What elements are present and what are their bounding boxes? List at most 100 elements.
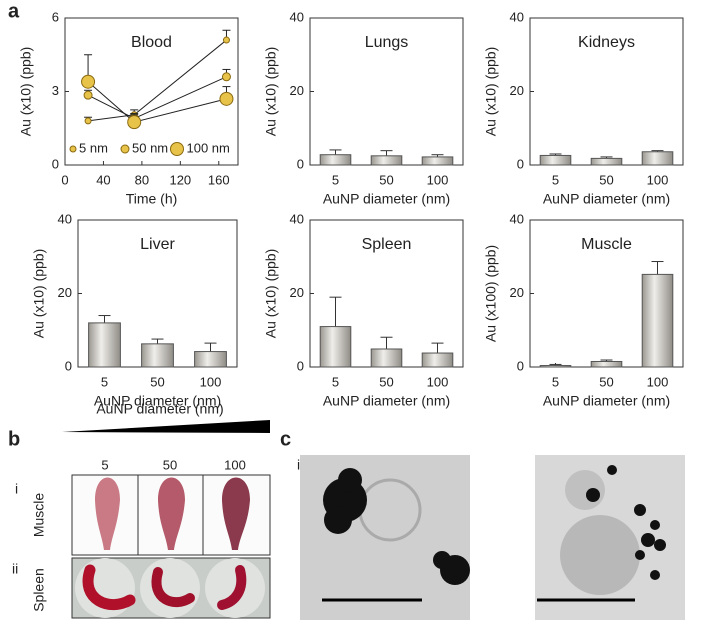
size-label: 50 bbox=[163, 457, 177, 472]
row-label: Spleen bbox=[31, 568, 47, 612]
x-axis-label: Time (h) bbox=[126, 191, 178, 207]
x-tick-label: 50 bbox=[599, 172, 613, 187]
legend-label: 5 nm bbox=[79, 140, 108, 155]
bar bbox=[319, 326, 352, 368]
bar bbox=[539, 154, 572, 166]
chart-title: Spleen bbox=[362, 236, 412, 253]
x-tick-label: 5 bbox=[101, 374, 108, 389]
y-tick-label: 40 bbox=[290, 9, 304, 24]
y-tick-label: 3 bbox=[52, 83, 59, 98]
x-tick-label: 5 bbox=[552, 172, 559, 187]
x-tick-label: 100 bbox=[427, 374, 449, 389]
bar bbox=[319, 154, 352, 166]
x-axis-label: AuNP diameter (nm) bbox=[543, 191, 670, 207]
header: AuNP diameter (nm) bbox=[96, 401, 223, 417]
x-tick-label: 120 bbox=[169, 172, 191, 187]
y-tick-label: 20 bbox=[290, 285, 304, 300]
y-axis-label: Au (x10) (ppb) bbox=[18, 47, 34, 136]
legend-label: 100 nm bbox=[187, 140, 230, 155]
x-tick-label: 5 bbox=[332, 374, 339, 389]
y-tick-label: 20 bbox=[290, 83, 304, 98]
y-axis-label: Au (x10) (ppb) bbox=[31, 249, 47, 338]
chart-title: Lungs bbox=[365, 34, 409, 51]
x-tick-label: 40 bbox=[96, 172, 110, 187]
bar bbox=[539, 365, 572, 368]
legend-marker bbox=[170, 142, 184, 156]
x-tick-label: 100 bbox=[427, 172, 449, 187]
muscle-photos bbox=[71, 474, 271, 556]
x-tick-label: 50 bbox=[150, 374, 164, 389]
marker bbox=[219, 91, 234, 106]
tem-image-ii bbox=[535, 455, 685, 620]
x-tick-label: 50 bbox=[599, 374, 613, 389]
y-tick-label: 0 bbox=[297, 156, 304, 171]
wedge bbox=[62, 420, 270, 433]
size-label: 5 bbox=[101, 457, 108, 472]
row-numeral: ii bbox=[12, 561, 18, 577]
legend-marker bbox=[69, 145, 77, 153]
x-axis-label: AuNP diameter (nm) bbox=[323, 393, 450, 409]
series-line bbox=[87, 76, 227, 120]
y-tick-label: 20 bbox=[510, 83, 524, 98]
x-tick-label: 100 bbox=[647, 374, 669, 389]
bar bbox=[641, 151, 674, 166]
bar bbox=[88, 322, 121, 368]
y-tick-label: 0 bbox=[65, 358, 72, 373]
marker bbox=[81, 74, 96, 89]
series-line bbox=[88, 39, 227, 122]
y-tick-label: 0 bbox=[297, 358, 304, 373]
chart-title: Liver bbox=[140, 236, 175, 253]
y-tick-label: 40 bbox=[510, 9, 524, 24]
series-line bbox=[87, 81, 227, 123]
bar bbox=[590, 360, 623, 368]
x-tick-label: 5 bbox=[552, 374, 559, 389]
bar bbox=[641, 273, 674, 368]
y-axis-label: Au (x10) (ppb) bbox=[263, 47, 279, 136]
y-axis-label: Au (x100) (ppb) bbox=[483, 245, 499, 342]
marker bbox=[127, 115, 142, 130]
chart-title: Muscle bbox=[581, 236, 632, 253]
spleen-photos bbox=[71, 557, 271, 619]
row-label: Muscle bbox=[31, 493, 47, 538]
bar bbox=[194, 351, 227, 368]
x-tick-label: 100 bbox=[200, 374, 222, 389]
x-tick-label: 0 bbox=[61, 172, 68, 187]
panel-label: b bbox=[8, 428, 20, 450]
y-tick-label: 0 bbox=[52, 156, 59, 171]
legend-marker bbox=[120, 144, 130, 154]
panel-label: c bbox=[280, 428, 291, 450]
y-axis-label: Au (x10) (ppb) bbox=[483, 47, 499, 136]
bar bbox=[370, 348, 403, 368]
x-tick-label: 80 bbox=[135, 172, 149, 187]
y-tick-label: 40 bbox=[510, 211, 524, 226]
y-tick-label: 6 bbox=[52, 9, 59, 24]
y-tick-label: 40 bbox=[58, 211, 72, 226]
chart-title: Blood bbox=[131, 34, 172, 51]
marker bbox=[84, 117, 92, 125]
x-tick-label: 50 bbox=[379, 172, 393, 187]
image-numeral: i bbox=[297, 457, 300, 473]
x-tick-label: 50 bbox=[379, 374, 393, 389]
x-tick-label: 5 bbox=[332, 172, 339, 187]
size-label: 100 bbox=[224, 457, 246, 472]
bar bbox=[590, 157, 623, 166]
bar bbox=[421, 352, 454, 368]
x-axis-label: AuNP diameter (nm) bbox=[94, 393, 221, 409]
y-tick-label: 0 bbox=[517, 156, 524, 171]
x-tick-label: 160 bbox=[208, 172, 230, 187]
marker bbox=[222, 36, 230, 44]
x-axis-label: AuNP diameter (nm) bbox=[323, 191, 450, 207]
chart-title: Kidneys bbox=[578, 34, 635, 51]
x-tick-label: 100 bbox=[647, 172, 669, 187]
row-numeral: i bbox=[15, 481, 18, 497]
y-tick-label: 0 bbox=[517, 358, 524, 373]
marker bbox=[221, 72, 231, 82]
bar bbox=[370, 155, 403, 166]
y-tick-label: 40 bbox=[290, 211, 304, 226]
bar bbox=[421, 156, 454, 166]
y-tick-label: 20 bbox=[58, 285, 72, 300]
legend-label: 50 nm bbox=[132, 140, 168, 155]
y-tick-label: 20 bbox=[510, 285, 524, 300]
tem-image-i bbox=[300, 455, 470, 620]
